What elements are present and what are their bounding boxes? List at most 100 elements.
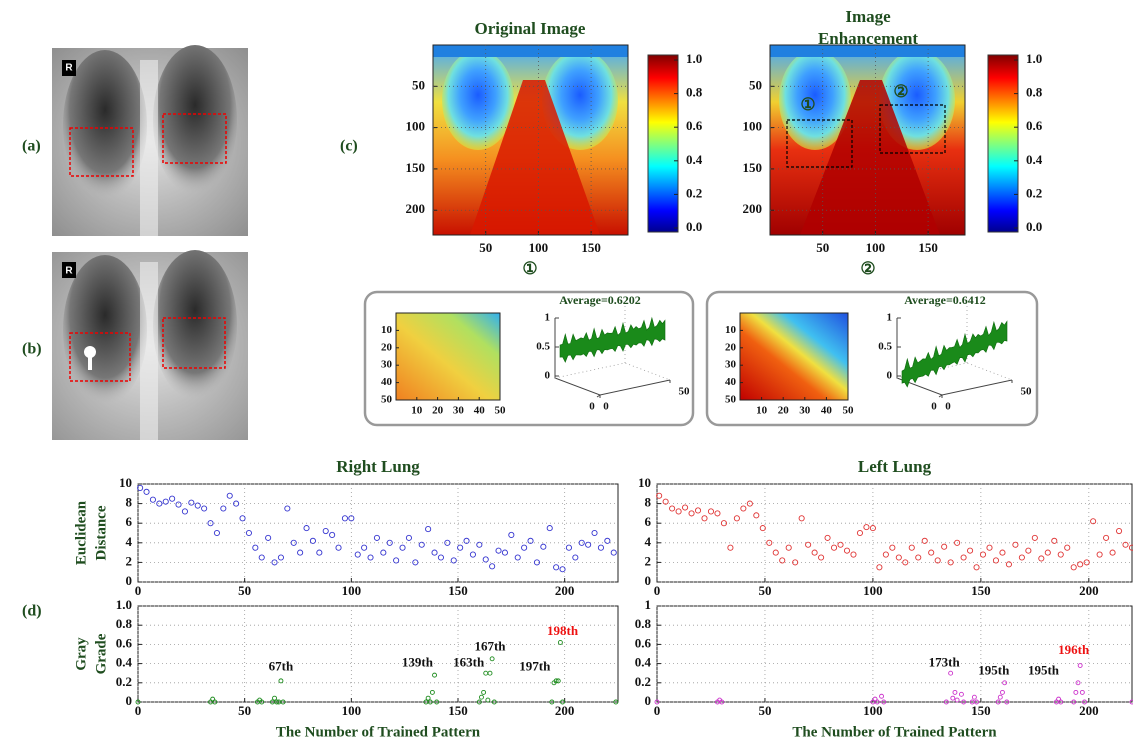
point: [585, 541, 592, 548]
point: [1090, 518, 1097, 525]
point: [1004, 699, 1010, 705]
z-tick-label: 0: [545, 370, 551, 382]
point: [277, 554, 284, 561]
point: [733, 515, 740, 522]
colorbar-tick-label: 0.2: [686, 185, 702, 200]
xray-b: [52, 250, 248, 440]
x-tick-label: 10: [411, 405, 423, 417]
x-tick-label: 100: [342, 583, 362, 598]
y-tick-label: 0.8: [635, 616, 652, 631]
point: [188, 499, 195, 506]
zoom-label: ②: [860, 259, 875, 278]
point: [766, 539, 773, 546]
point: [1073, 689, 1079, 695]
point: [1012, 541, 1019, 548]
zoom-box: [363, 290, 695, 427]
colorbar-tick-label: 0.8: [686, 85, 703, 100]
point: [485, 697, 491, 703]
axis-3d: [896, 318, 1013, 396]
x-tick-label: 200: [1079, 583, 1099, 598]
y-tick-label: 10: [638, 475, 651, 490]
point: [948, 670, 954, 676]
point: [1002, 680, 1008, 686]
point: [457, 544, 464, 551]
x-axis-label: The Number of Trained Pattern: [276, 724, 481, 740]
axis-3d: [554, 318, 671, 396]
point: [1064, 544, 1071, 551]
average-label: Average=0.6412: [904, 293, 986, 307]
y-tick-label: 50: [412, 77, 425, 92]
zoom-box: [705, 290, 1039, 427]
point: [1109, 549, 1116, 556]
y-tick-label: 8: [126, 495, 133, 510]
point: [997, 694, 1003, 700]
surface: [559, 316, 666, 363]
heatmap-title: Original Image: [475, 19, 586, 38]
panel-label: (b): [22, 341, 42, 358]
surface: [901, 320, 1008, 388]
x-tick-label: 50: [495, 405, 507, 417]
y-tick-label: 1: [645, 597, 652, 612]
point: [753, 512, 760, 519]
zoom-frame: [739, 312, 849, 401]
point: [950, 695, 956, 701]
point: [895, 554, 902, 561]
point: [220, 505, 227, 512]
plot-frame: [656, 483, 1133, 583]
point: [1077, 561, 1084, 568]
y-tick-label: 50: [749, 77, 762, 92]
y-axis-label: Gray: [73, 637, 89, 671]
floor-tick-label: 50: [1021, 386, 1033, 398]
x-tick-label: 0: [654, 703, 661, 718]
point: [727, 544, 734, 551]
point: [427, 699, 433, 705]
point: [194, 502, 201, 509]
y-tick-label: 150: [743, 160, 763, 175]
grid-3d: [896, 303, 1013, 381]
point: [979, 551, 987, 558]
point: [740, 505, 747, 512]
point: [974, 699, 979, 705]
zoom-heatmap: [740, 313, 848, 400]
x-tick-label: 10: [756, 405, 768, 417]
point: [432, 672, 437, 678]
y-tick-label: 8: [645, 495, 652, 510]
x-tick-label: 150: [971, 703, 991, 718]
point: [882, 551, 889, 558]
point: [280, 699, 286, 705]
point: [876, 564, 883, 571]
y-tick-label: 150: [406, 160, 426, 175]
point: [714, 510, 721, 517]
point: [557, 640, 563, 645]
point: [947, 559, 954, 566]
point: [881, 699, 887, 705]
floor-tick-label: 0: [589, 401, 595, 413]
y-tick-label: 0: [645, 693, 652, 708]
y-tick-label: 10: [381, 324, 393, 336]
x-tick-label: 100: [866, 240, 886, 255]
point: [274, 699, 280, 705]
point: [719, 699, 725, 705]
point: [995, 699, 1001, 705]
floor-tick-label: 50: [679, 386, 691, 398]
point: [999, 549, 1006, 556]
x-tick-label: 100: [863, 703, 883, 718]
point: [952, 689, 958, 695]
y-tick-label: 0.8: [116, 616, 133, 631]
zoom-frame: [395, 312, 501, 401]
floor-tick-label: 0: [603, 401, 609, 413]
annotation: 195th: [978, 662, 1010, 677]
point: [175, 501, 182, 508]
point: [961, 699, 967, 705]
point: [971, 694, 977, 700]
point: [1031, 534, 1038, 541]
point: [879, 693, 884, 699]
point: [1077, 663, 1083, 668]
point: [162, 498, 169, 505]
y-tick-label: 200: [406, 201, 426, 216]
y-tick-label: 2: [126, 553, 133, 568]
floor-tick-label: 0: [931, 401, 937, 413]
point: [533, 559, 540, 566]
point: [201, 505, 208, 512]
point: [591, 529, 598, 537]
